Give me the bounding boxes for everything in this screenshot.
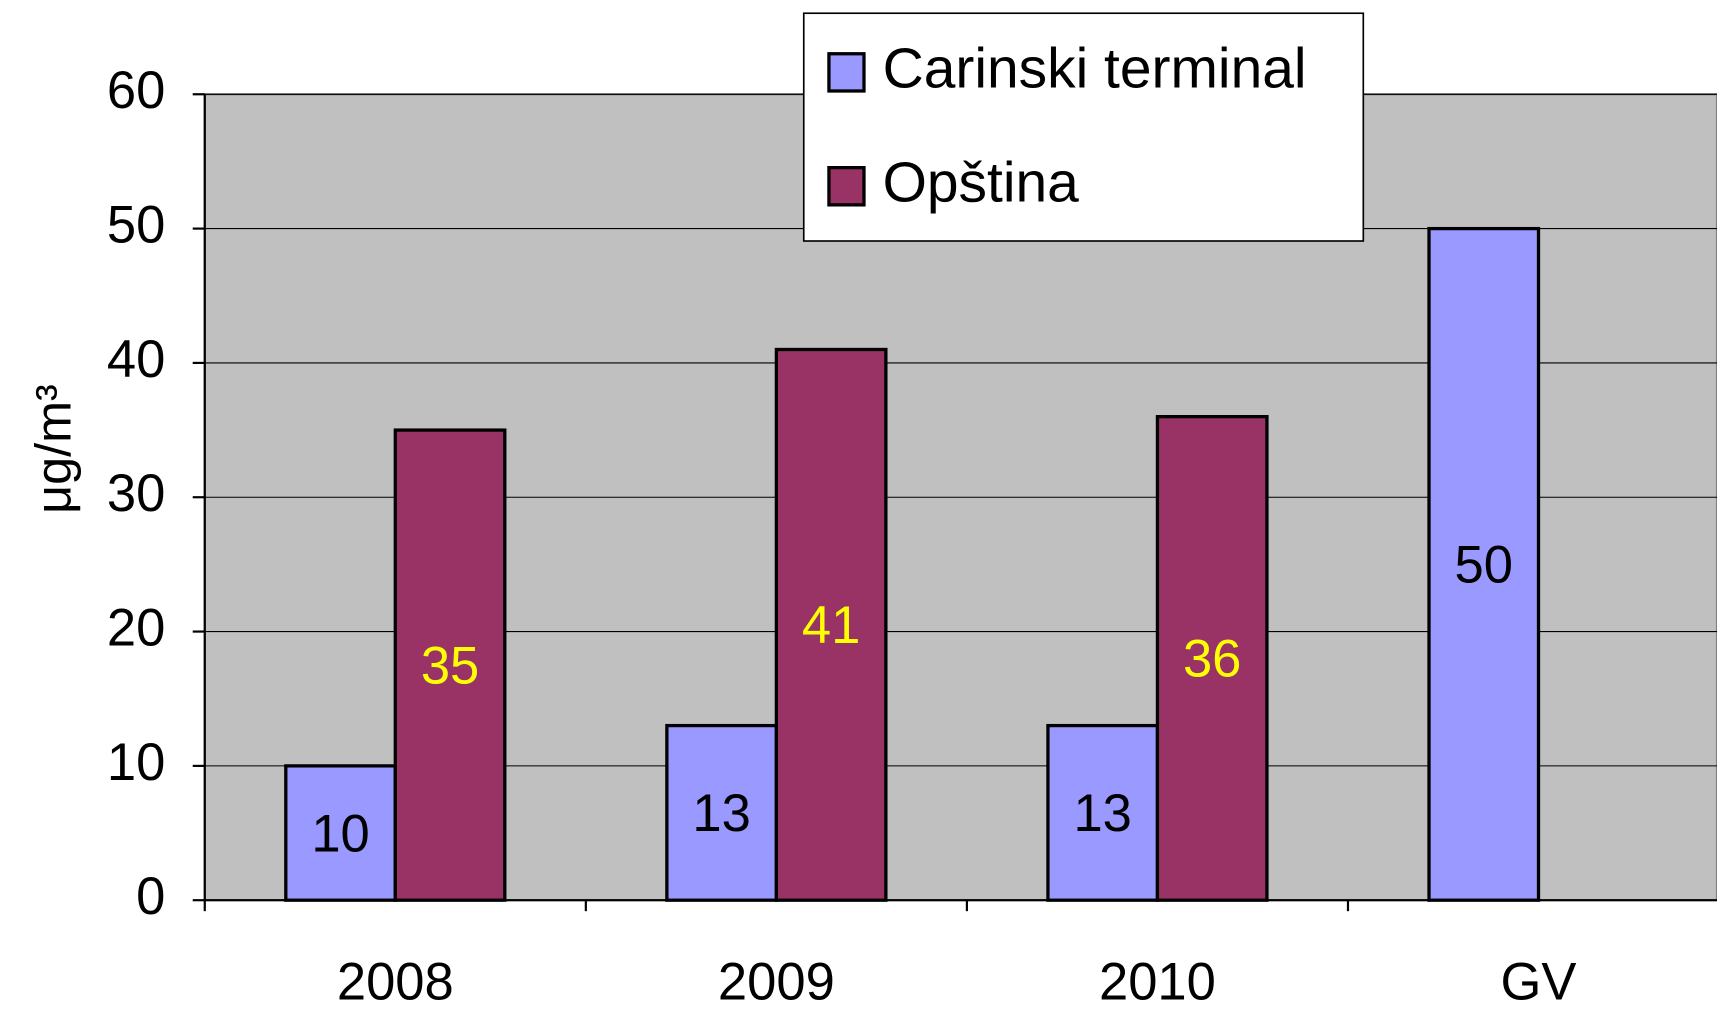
x-tick-label: GV xyxy=(1501,953,1577,1012)
bar xyxy=(284,764,397,902)
bar xyxy=(1427,226,1541,902)
legend-box xyxy=(802,12,1365,242)
y-tick-label: 0 xyxy=(136,867,165,926)
y-tick-label: 60 xyxy=(107,61,165,120)
legend-swatch xyxy=(827,52,866,93)
data-label: 35 xyxy=(421,636,479,695)
y-axis-label: μg/m³ xyxy=(24,384,81,514)
data-label: 13 xyxy=(692,784,750,843)
data-label: 13 xyxy=(1073,784,1131,843)
y-tick-label: 10 xyxy=(107,733,165,792)
x-tick-label: 2010 xyxy=(1099,953,1216,1012)
legend-label: Opština xyxy=(883,150,1080,214)
bar xyxy=(774,347,888,902)
bar xyxy=(393,428,507,902)
x-tick-label: 2008 xyxy=(337,953,454,1012)
data-label: 36 xyxy=(1183,630,1241,689)
legend-label: Carinski terminal xyxy=(883,36,1307,100)
y-tick-label: 40 xyxy=(107,330,165,389)
bar xyxy=(1155,415,1269,902)
data-label: 41 xyxy=(802,596,860,655)
data-label: 50 xyxy=(1455,536,1513,595)
y-tick-label: 30 xyxy=(107,464,165,523)
x-tick-label: 2009 xyxy=(718,953,835,1012)
y-tick-label: 50 xyxy=(107,195,165,254)
legend-swatch xyxy=(827,165,866,207)
y-tick-label: 20 xyxy=(107,598,165,657)
data-label: 10 xyxy=(311,804,369,863)
legend: Carinski terminal Opština xyxy=(802,12,1365,242)
